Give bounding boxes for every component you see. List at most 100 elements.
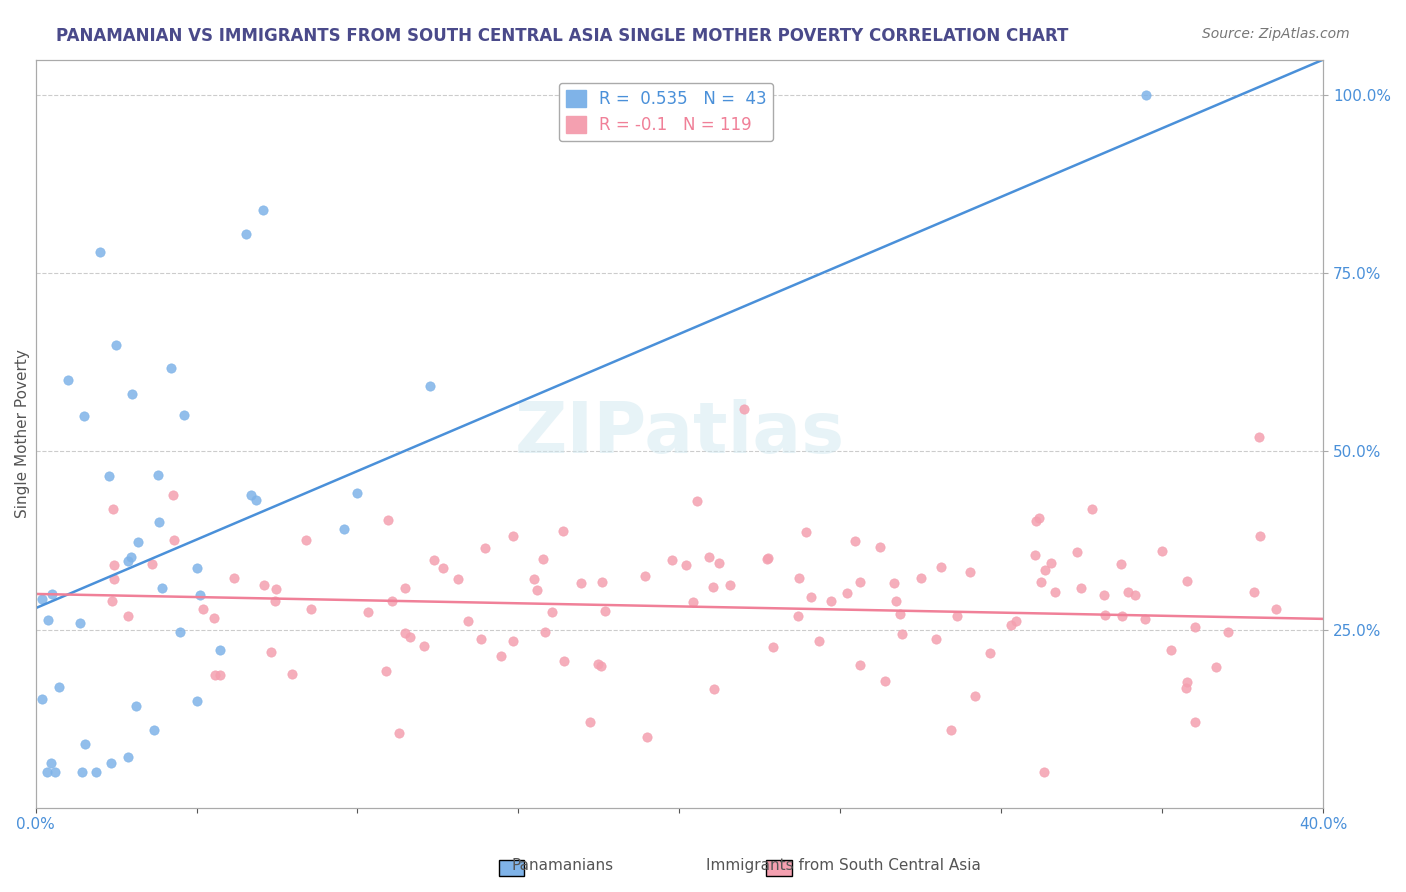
Point [264, 593, 287, 607]
Point [150, 581, 173, 595]
Point [89, 244, 111, 259]
Point [186, 561, 208, 575]
Point [346, 486, 368, 500]
Point [141, 557, 163, 571]
Point [97, 468, 120, 483]
Point [661, 553, 683, 567]
Point [579, 714, 602, 729]
Point [1043, 585, 1066, 599]
Point [188, 588, 211, 602]
Point [682, 595, 704, 609]
Point [873, 673, 896, 688]
Point [48, 680, 70, 694]
Point [101, 594, 124, 608]
Point [703, 682, 725, 697]
Point [295, 533, 318, 548]
Point [162, 487, 184, 501]
Y-axis label: Single Mother Poverty: Single Mother Poverty [15, 349, 30, 518]
Point [186, 694, 208, 708]
Point [533, 624, 555, 639]
Point [1005, 614, 1028, 628]
Point [1116, 584, 1139, 599]
Point [224, 571, 246, 585]
Point [235, 227, 257, 241]
Point [502, 529, 524, 543]
Point [100, 756, 122, 770]
Point [56, 373, 79, 387]
Point [925, 632, 948, 646]
Point [807, 634, 830, 648]
Point [457, 614, 479, 628]
Point [1000, 617, 1022, 632]
Point [1243, 584, 1265, 599]
Point [117, 749, 139, 764]
Point [1111, 608, 1133, 623]
Point [1160, 643, 1182, 657]
Point [891, 627, 914, 641]
Point [849, 575, 872, 590]
Text: Panamanians: Panamanians [512, 858, 613, 872]
Point [786, 609, 808, 624]
Point [636, 730, 658, 744]
Point [1205, 660, 1227, 674]
Point [1081, 502, 1104, 516]
Point [202, 611, 225, 625]
Point [869, 540, 891, 554]
Point [1184, 620, 1206, 634]
Point [489, 648, 512, 663]
Point [569, 575, 592, 590]
Point [208, 642, 231, 657]
Point [419, 379, 441, 393]
Point [125, 699, 148, 714]
Point [910, 571, 932, 585]
Point [146, 467, 169, 482]
Point [75, 737, 97, 751]
Point [388, 726, 411, 740]
Point [1029, 575, 1052, 590]
Point [413, 639, 436, 653]
Point [117, 609, 139, 624]
Point [1035, 563, 1057, 577]
Point [979, 646, 1001, 660]
Point [253, 578, 276, 592]
Point [835, 585, 858, 599]
Point [1070, 581, 1092, 595]
Point [39, 756, 62, 770]
Point [794, 525, 817, 540]
Point [474, 541, 496, 555]
Point [1175, 675, 1198, 690]
Point [1184, 715, 1206, 730]
Point [593, 604, 616, 618]
Point [675, 558, 697, 572]
Point [432, 561, 454, 575]
Point [470, 632, 492, 646]
Point [260, 645, 283, 659]
Point [939, 723, 962, 738]
Point [889, 607, 911, 621]
Point [718, 578, 741, 592]
Point [883, 576, 905, 591]
Point [252, 203, 274, 218]
Point [1175, 681, 1198, 695]
Point [787, 571, 810, 585]
Point [884, 594, 907, 608]
Point [44, 765, 66, 780]
Point [502, 634, 524, 648]
Point [332, 522, 354, 536]
Point [375, 665, 398, 679]
Point [959, 565, 981, 579]
Point [101, 502, 124, 516]
Point [1218, 625, 1240, 640]
Point [69, 615, 91, 630]
Point [963, 689, 986, 703]
Point [148, 515, 170, 529]
Point [281, 667, 304, 681]
Point [117, 554, 139, 568]
Point [245, 493, 267, 508]
Point [204, 667, 226, 681]
Point [31, 592, 53, 607]
Point [707, 557, 730, 571]
Point [756, 552, 779, 566]
Point [1265, 602, 1288, 616]
Point [1125, 588, 1147, 602]
